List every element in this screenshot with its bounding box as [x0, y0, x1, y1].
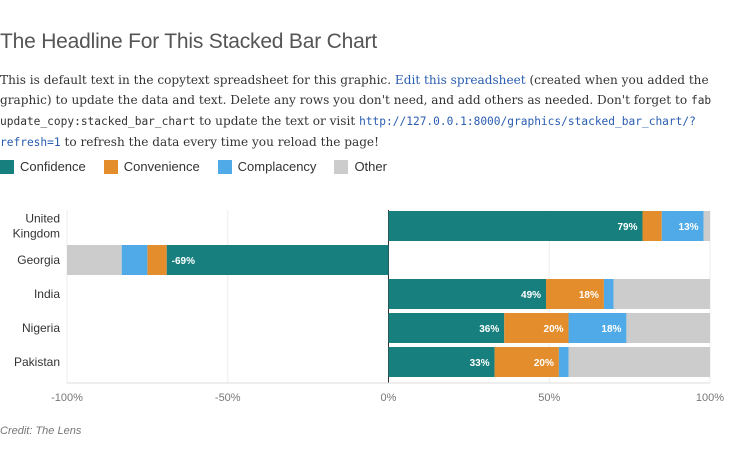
legend-item-convenience: Convenience — [103, 159, 200, 174]
bar-2-2 — [603, 279, 614, 309]
bar-1-1 — [147, 245, 167, 275]
bar-3-3 — [626, 313, 710, 343]
chart-legend: Confidence Convenience Complacency Other — [0, 159, 405, 174]
category-label-4-0: Pakistan — [14, 355, 60, 369]
x-tick-label-4: 100% — [696, 392, 724, 404]
data-label-0-0: 79% — [617, 222, 637, 233]
bar-4-1 — [494, 347, 559, 377]
bar-1-3 — [67, 245, 122, 275]
category-label-0-1: Kingdom — [13, 227, 60, 241]
x-tick-label-0: -100% — [51, 392, 83, 404]
bar-4-0 — [388, 347, 495, 377]
copy-part-4: to refresh the data every time you reloa… — [60, 135, 379, 149]
category-label-2-0: India — [34, 287, 60, 301]
copy-text: This is default text in the copytext spr… — [0, 70, 726, 153]
copy-part-1: This is default text in the copytext spr… — [0, 73, 395, 87]
bar-3-1 — [504, 313, 569, 343]
bar-4-2 — [558, 347, 569, 377]
bar-0-2 — [661, 211, 704, 241]
legend-item-confidence: Confidence — [0, 159, 86, 174]
update-command: fab update_copy:stacked_bar_chart — [0, 94, 712, 128]
data-label-2-0: 49% — [521, 290, 541, 301]
x-tick-label-3: 50% — [538, 392, 560, 404]
x-tick-label-2: 0% — [381, 392, 397, 404]
bar-0-1 — [642, 211, 662, 241]
legend-item-other: Other — [334, 159, 387, 174]
legend-swatch-confidence — [0, 159, 14, 174]
data-label-3-1: 20% — [544, 324, 564, 335]
bar-4-3 — [568, 347, 710, 377]
legend-label-confidence: Confidence — [20, 159, 86, 174]
category-label-1-0: Georgia — [17, 253, 60, 267]
bar-1-0 — [166, 245, 389, 275]
bar-2-1 — [546, 279, 604, 309]
chart-credit: Credit: The Lens — [0, 425, 82, 437]
bar-1-2 — [121, 245, 148, 275]
legend-label-convenience: Convenience — [123, 159, 200, 174]
legend-swatch-convenience — [103, 159, 118, 174]
category-label-0-0: United — [25, 212, 60, 226]
bar-2-3 — [613, 279, 710, 309]
x-tick-label-1: -50% — [215, 392, 241, 404]
bar-0-3 — [703, 211, 710, 241]
legend-label-other: Other — [354, 159, 387, 174]
data-label-1-0: -69% — [172, 256, 195, 267]
legend-label-complacency: Complacency — [237, 159, 317, 174]
data-label-0-2: 13% — [679, 222, 699, 233]
copy-part-2: (created when you added the graphic) to … — [0, 73, 709, 107]
bar-0-0 — [388, 211, 643, 241]
bar-2-0 — [388, 279, 547, 309]
legend-swatch-complacency — [217, 159, 232, 174]
legend-swatch-other — [334, 159, 349, 174]
bar-3-0 — [388, 313, 505, 343]
bar-3-2 — [568, 313, 627, 343]
data-label-3-2: 18% — [601, 324, 621, 335]
edit-spreadsheet-link[interactable]: Edit this spreadsheet — [394, 73, 526, 87]
data-label-2-1: 18% — [579, 290, 599, 301]
data-label-4-1: 20% — [534, 358, 554, 369]
data-label-4-0: 33% — [470, 358, 490, 369]
data-label-3-0: 36% — [479, 324, 499, 335]
copy-part-3: to update the text or visit — [195, 114, 360, 128]
chart-headline: The Headline For This Stacked Bar Chart — [0, 30, 377, 53]
category-label-3-0: Nigeria — [22, 321, 60, 335]
refresh-url: http://127.0.0.1:8000/graphics/stacked_b… — [0, 115, 696, 149]
legend-item-complacency: Complacency — [217, 159, 317, 174]
